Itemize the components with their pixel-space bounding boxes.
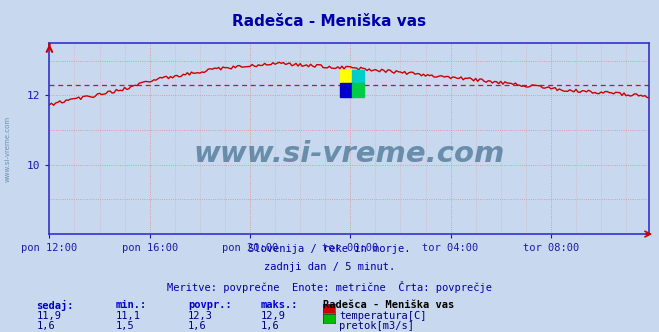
Text: 12,9: 12,9 [260, 311, 285, 321]
Bar [353, 83, 364, 97]
Text: maks.:: maks.: [260, 300, 298, 310]
Text: www.si-vreme.com: www.si-vreme.com [5, 116, 11, 183]
Text: temperatura[C]: temperatura[C] [339, 311, 427, 321]
Text: pretok[m3/s]: pretok[m3/s] [339, 321, 415, 331]
Text: zadnji dan / 5 minut.: zadnji dan / 5 minut. [264, 262, 395, 272]
Text: Radešca - Meniška vas: Radešca - Meniška vas [233, 14, 426, 29]
Bar [340, 70, 353, 83]
Text: 1,6: 1,6 [36, 321, 55, 331]
Bar [340, 83, 353, 97]
Text: sedaj:: sedaj: [36, 300, 74, 311]
Text: 1,6: 1,6 [188, 321, 206, 331]
Text: www.si-vreme.com: www.si-vreme.com [194, 140, 505, 168]
Bar [353, 70, 364, 83]
Text: 1,6: 1,6 [260, 321, 279, 331]
Text: Slovenija / reke in morje.: Slovenija / reke in morje. [248, 244, 411, 254]
Text: 11,1: 11,1 [115, 311, 140, 321]
Text: povpr.:: povpr.: [188, 300, 231, 310]
Text: 12,3: 12,3 [188, 311, 213, 321]
Text: 1,5: 1,5 [115, 321, 134, 331]
Text: min.:: min.: [115, 300, 146, 310]
Text: 11,9: 11,9 [36, 311, 61, 321]
Text: Radešca - Meniška vas: Radešca - Meniška vas [323, 300, 454, 310]
Text: Meritve: povprečne  Enote: metrične  Črta: povprečje: Meritve: povprečne Enote: metrične Črta:… [167, 281, 492, 292]
